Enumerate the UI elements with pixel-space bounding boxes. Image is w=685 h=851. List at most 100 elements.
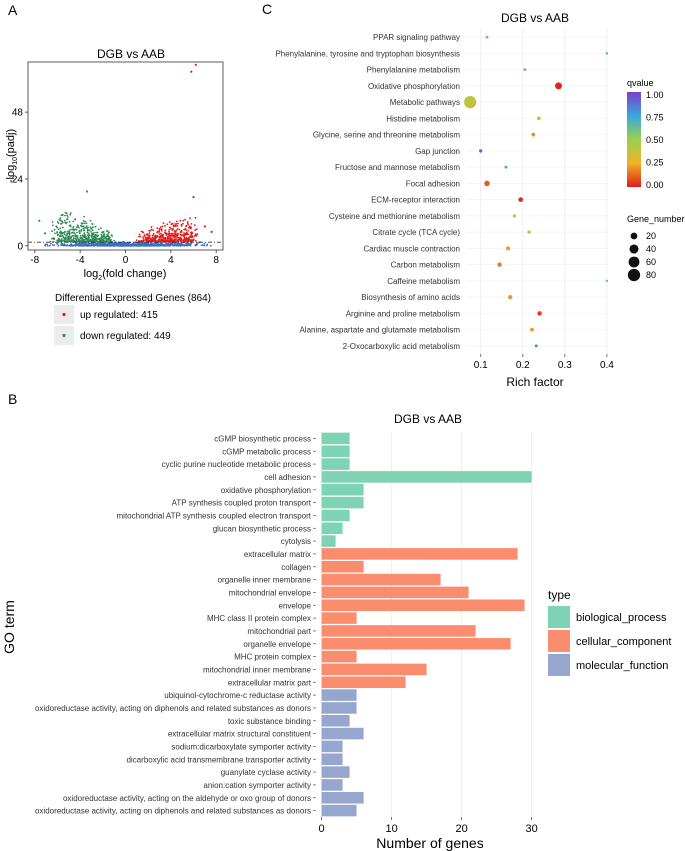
volcano-point-down [59,239,62,242]
go-x-label: Number of genes [376,835,483,851]
kegg-category-label: Histidine metabolism [386,114,460,123]
volcano-point-up [176,225,179,227]
kegg-category-labels: PPAR signaling pathway Phenylalanine, tyr… [275,33,460,351]
volcano-point-down [106,230,109,232]
kegg-category-label: Phenylalanine metabolism [367,66,461,75]
volcano-point-up [150,226,153,228]
volcano-point-ns [210,244,212,247]
volcano-point-up [151,234,154,237]
volcano-point-ns [132,244,134,247]
go-x-tick-label: 20 [455,823,467,835]
volcano-point-up [151,236,154,239]
volcano-point-down [72,237,75,239]
kegg-grid [466,29,609,354]
volcano-point-down [69,239,71,242]
kegg-category-label: Gap junction [415,147,460,156]
volcano-point-up [148,230,151,232]
volcano-point-up [180,225,183,227]
volcano-point-down [78,229,81,232]
volcano-point-down [92,235,95,238]
volcano-point-up [175,223,178,225]
volcano-point-down [54,232,56,235]
volcano-point-down [113,239,116,242]
volcano-point-down [70,228,73,231]
volcano-point-down [57,237,60,240]
volcano-point-up [150,228,153,231]
volcano-point-down [62,226,64,229]
volcano-point-down [85,190,89,193]
volcano-point-down [69,212,72,215]
volcano-point-ns [159,244,162,247]
kegg-point [537,311,542,316]
volcano-point-down [101,231,103,234]
volcano-point-up [148,232,151,235]
volcano-point-up [148,237,150,239]
volcano-point-down [88,234,91,237]
volcano-legend-dot-down [62,333,66,338]
kegg-qvalue-tick-label: 1.00 [646,90,664,100]
volcano-point-down [75,235,78,238]
go-legend-label: cellular_component [576,636,671,648]
volcano-point-down [96,235,99,238]
volcano-point-down [80,237,83,240]
volcano-point-ns [90,244,92,247]
go-category-label: cGMP biosynthetic process [214,434,311,443]
kegg-point [485,35,489,39]
volcano-point-down [77,239,80,242]
panel-label-b: B [8,391,17,407]
go-category-label: extracellular matrix [244,550,311,559]
volcano-x-tick-label: 4 [168,255,174,266]
volcano-point-down [83,232,85,235]
volcano-point-up [143,239,145,242]
kegg-point [497,262,502,267]
volcano-point-ns [139,243,142,246]
volcano-point-down [85,225,88,227]
volcano-point-down [107,237,109,240]
volcano-point-up [192,239,195,242]
go-bar [321,753,343,766]
volcano-point-up [185,229,188,232]
volcano-point-down [51,230,53,233]
volcano-point-ns [56,243,59,245]
volcano-point-up [192,196,195,199]
go-bar [321,548,518,560]
volcano-point-up [182,235,185,238]
volcano-point-up [152,229,155,232]
go-x-axis: 0 10 20 30 [319,817,538,835]
go-category-label: envelope [279,601,312,610]
volcano-point-up [175,234,178,237]
volcano-point-down [83,229,85,232]
volcano-point-up [148,234,151,237]
kegg-point [605,279,609,283]
volcano-point-ns [173,244,176,246]
volcano-point-ns [103,243,106,246]
go-category-label: glucan biosynthetic process [213,524,311,533]
volcano-point-up [145,233,148,236]
volcano-point-ns [74,244,77,247]
volcano-point-down [94,225,97,228]
volcano-point-down [87,238,90,241]
volcano-point-ns [173,242,176,245]
go-bar [321,522,343,535]
volcano-point-up [187,238,190,240]
kegg-qvalue-tick-label: 0.50 [646,135,664,145]
volcano-point-up [190,232,193,235]
volcano-point-up [171,222,174,225]
volcano-point-ns [44,243,47,246]
volcano-point-up [194,63,197,66]
volcano-legend-up-label: up regulated: 415 [80,310,158,321]
volcano-point-down [78,226,80,229]
volcano-point-up [182,234,184,236]
kegg-size-legend-label: 60 [646,257,656,267]
volcano-point-down [86,231,89,234]
kegg-size-legend-label: 80 [646,270,656,280]
volcano-point-down [64,230,67,233]
volcano-point-down [66,232,68,235]
volcano-point-up [180,231,183,233]
go-category-label: mitochondrial inner membrane [203,665,312,674]
volcano-point-up [182,219,185,222]
volcano-x-tick-label: 8 [213,255,219,266]
volcano-point-up [175,240,178,243]
kegg-size-legend-label: 40 [646,244,656,254]
go-category-label: mitochondrial part [247,627,311,636]
